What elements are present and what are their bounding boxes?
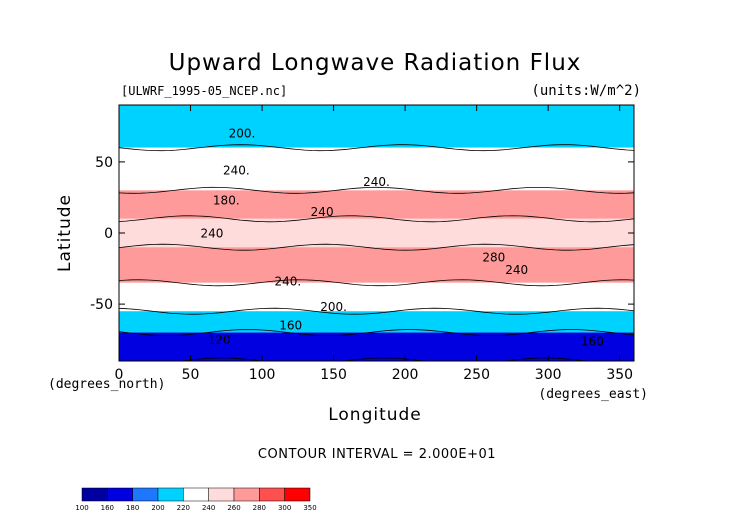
colorbar-label-6: 260 — [227, 504, 240, 512]
contour-label-11: 120 — [208, 333, 231, 347]
y-tick-label-1: 0 — [104, 226, 113, 242]
colorbar-swatch-4 — [183, 487, 209, 502]
x-tick-label-5: 250 — [463, 367, 490, 383]
colorbar-swatch-7 — [259, 487, 285, 502]
contour-band-2 — [119, 190, 634, 219]
contour-label-1: 240. — [223, 164, 250, 178]
contour-band-4 — [119, 247, 634, 283]
contour-label-2: 240. — [363, 175, 390, 189]
contour-line-1 — [119, 186, 634, 194]
x-tick-label-1: 50 — [182, 367, 200, 383]
source-file: [ULWRF_1995-05_NCEP.nc] — [121, 84, 287, 98]
x-tick-label-3: 150 — [320, 367, 347, 383]
colorbar-swatch-8 — [284, 487, 311, 502]
contour-line-6 — [119, 329, 634, 337]
contour-line-0 — [119, 144, 634, 152]
contour-label-5: 240 — [201, 226, 224, 240]
x-tick-label-0: 0 — [115, 367, 124, 383]
colorbar-swatch-5 — [208, 487, 235, 502]
contour-line-5 — [119, 307, 634, 315]
x-tick-label-7: 350 — [606, 367, 633, 383]
colorbar-label-5: 240 — [202, 504, 215, 512]
colorbar-label-0: 100 — [75, 504, 88, 512]
colorbar-swatch-3 — [157, 487, 184, 502]
colorbar-label-1: 160 — [101, 504, 114, 512]
y-tick-label-0: -50 — [90, 297, 113, 313]
colorbar-label-7: 280 — [253, 504, 266, 512]
units-label: (units:W/m^2) — [531, 83, 641, 99]
contour-label-6: 280 — [482, 250, 505, 264]
contour-band-5 — [119, 282, 634, 312]
contour-band-0 — [119, 105, 634, 148]
x-tick-label-2: 100 — [249, 367, 276, 383]
contour-label-3: 180. — [213, 194, 240, 208]
contour-line-3 — [119, 243, 634, 251]
colorbar-swatch-1 — [107, 487, 133, 502]
colorbar-swatch-2 — [132, 487, 159, 502]
contour-interval: CONTOUR INTERVAL = 2.000E+01 — [258, 447, 496, 462]
axes: 0 50 100 150 200 250 300 350 -50 0 50 — [90, 105, 634, 383]
contour-label-7: 240 — [505, 263, 528, 277]
y-axis-label: Latitude — [55, 194, 75, 272]
contour-band-1 — [119, 147, 634, 191]
x-unit: (degrees_east) — [538, 387, 648, 402]
contour-line-4 — [119, 279, 634, 287]
colorbar-label-3: 200 — [151, 504, 164, 512]
x-tick-label-4: 200 — [392, 367, 419, 383]
chart-title: Upward Longwave Radiation Flux — [169, 50, 582, 76]
x-axis-label: Longitude — [328, 405, 422, 425]
colorbar-label-8: 300 — [278, 504, 291, 512]
colorbar-swatch-6 — [233, 487, 260, 502]
colorbar-label-2: 180 — [126, 504, 139, 512]
colorbar-label-4: 220 — [177, 504, 190, 512]
contour-label-9: 200. — [320, 300, 347, 314]
contour-label-10: 160 — [279, 319, 302, 333]
contour-label-8: 240. — [274, 275, 301, 289]
y-tick-label-2: 50 — [95, 155, 113, 171]
contour-label-4: 240 — [311, 205, 334, 219]
contour-band-7 — [119, 332, 634, 361]
contour-label-0: 200. — [229, 127, 256, 141]
plot-area: 200.240.240.180.240240280240240.200.1601… — [119, 105, 634, 361]
contour-label-12: 160 — [581, 334, 604, 348]
colorbar-label-9: 350 — [303, 504, 316, 512]
contour-band-3 — [119, 218, 634, 248]
contour-line-2 — [119, 215, 634, 223]
x-tick-label-6: 300 — [535, 367, 562, 383]
colorbar-swatch-0 — [81, 487, 108, 502]
colorbar: 100 160 180 200 220 240 260 280 300 350 — [75, 487, 317, 512]
contour-band-6 — [119, 311, 634, 333]
y-unit: (degrees_north) — [48, 377, 165, 392]
